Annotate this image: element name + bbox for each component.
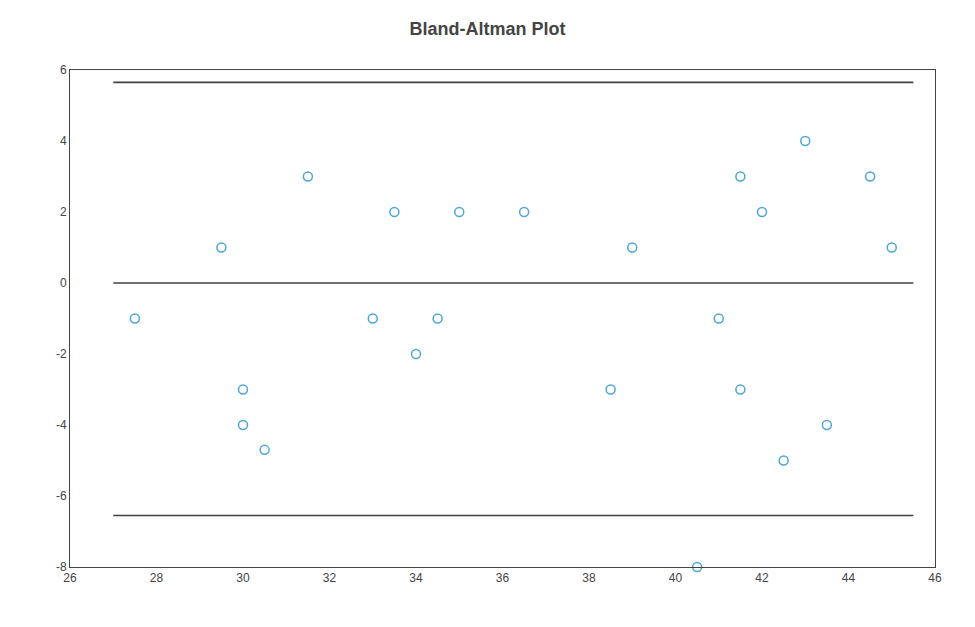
svg-text:32: 32 [323,571,337,585]
svg-text:26: 26 [63,571,77,585]
svg-text:44: 44 [842,571,856,585]
svg-text:42: 42 [755,571,769,585]
svg-text:Bland-Altman Plot: Bland-Altman Plot [410,19,566,39]
svg-text:-6: -6 [56,489,67,503]
svg-text:46: 46 [928,571,942,585]
svg-text:2: 2 [60,205,67,219]
svg-text:30: 30 [236,571,250,585]
svg-text:6: 6 [60,63,67,77]
svg-text:0: 0 [60,276,67,290]
svg-text:38: 38 [582,571,596,585]
svg-text:-4: -4 [56,418,67,432]
svg-text:-8: -8 [56,560,67,574]
svg-text:-2: -2 [56,347,67,361]
svg-text:4: 4 [60,134,67,148]
svg-text:34: 34 [409,571,423,585]
svg-text:40: 40 [669,571,683,585]
svg-text:28: 28 [150,571,164,585]
svg-text:36: 36 [496,571,510,585]
